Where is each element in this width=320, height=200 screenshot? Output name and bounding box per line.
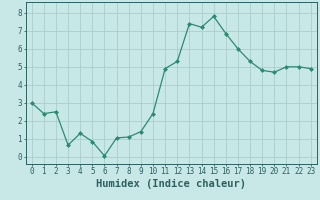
X-axis label: Humidex (Indice chaleur): Humidex (Indice chaleur)	[96, 179, 246, 189]
